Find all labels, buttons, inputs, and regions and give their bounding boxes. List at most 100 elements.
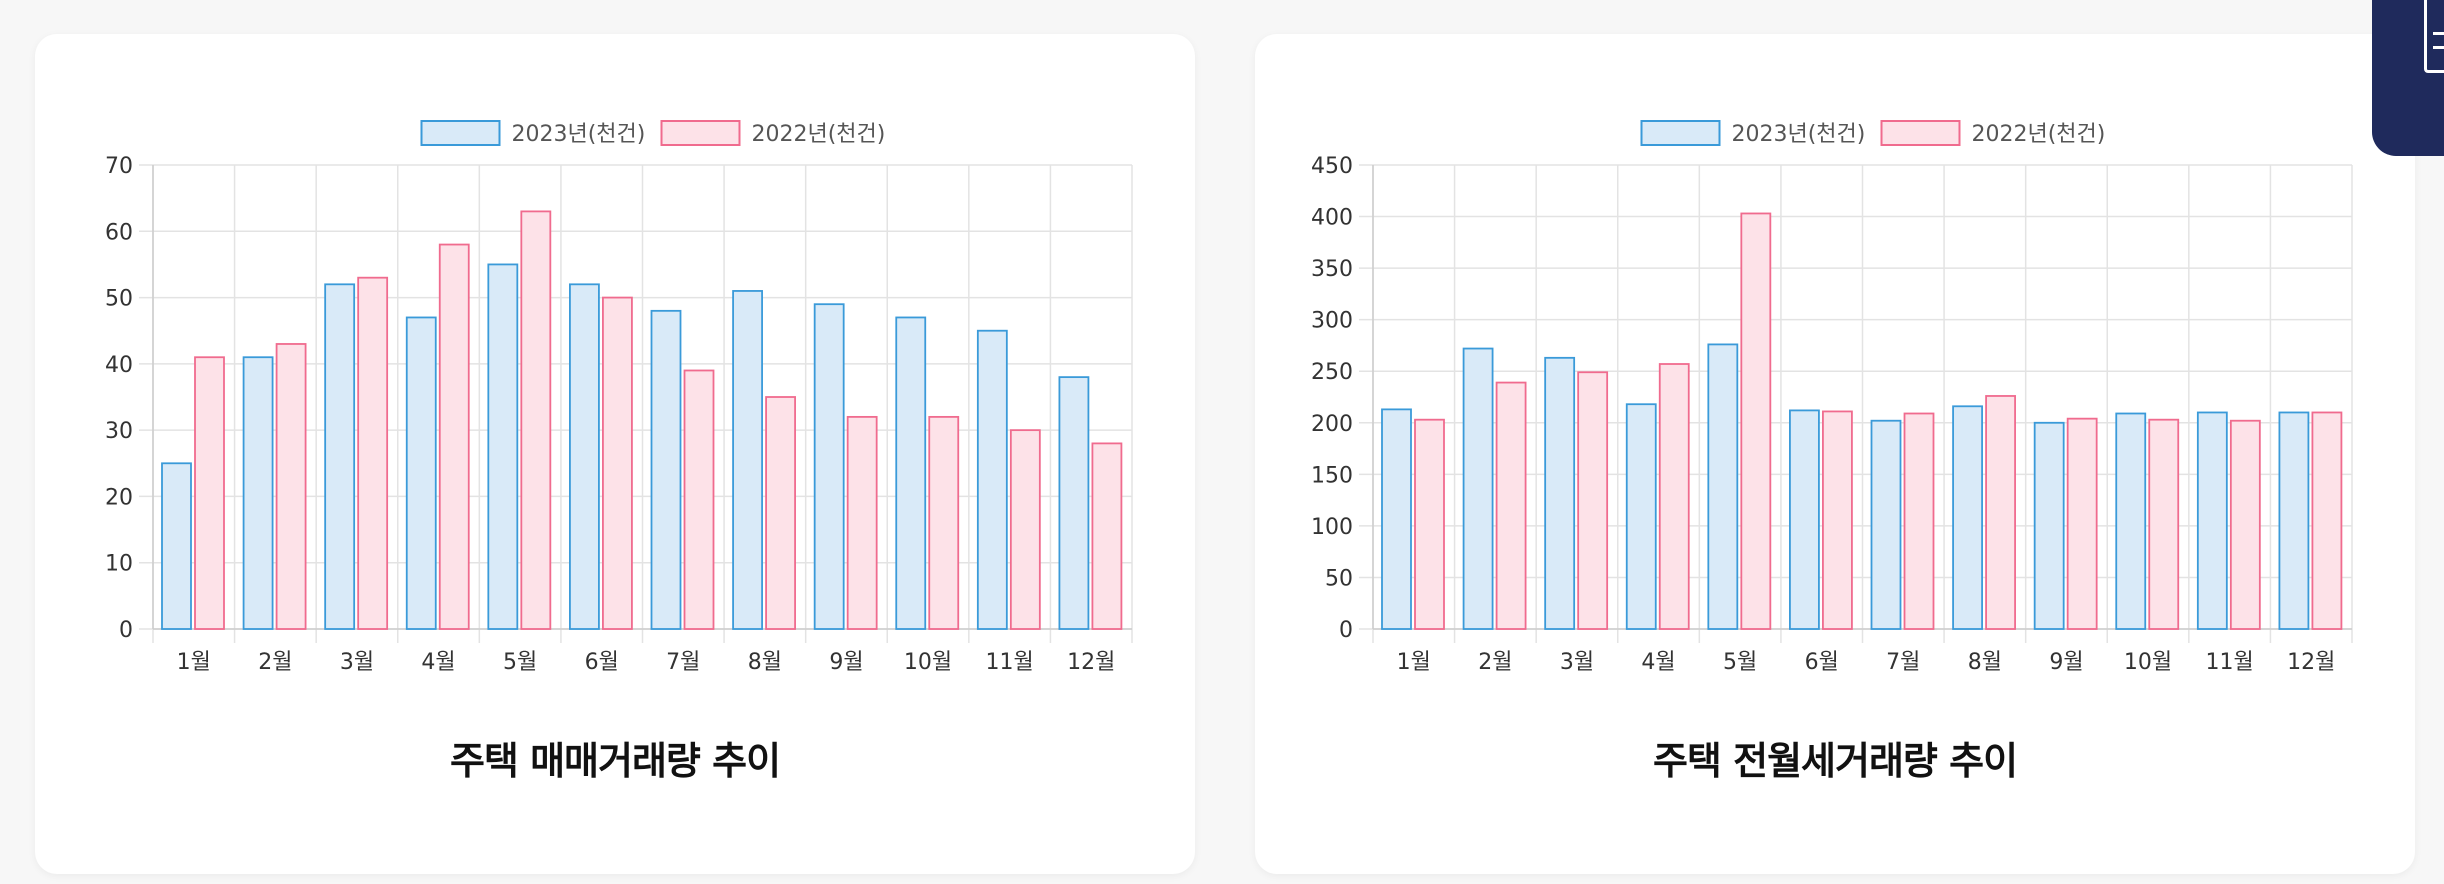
bar-2022년(천건)-10월[interactable] <box>2148 418 2180 630</box>
sales-chart-card: 2023년(천건) 2022년(천건) 0 10 20 30 40 50 60 70 1월 2월 3월 4… <box>35 34 1195 874</box>
x-tick-label: 2월 <box>258 650 292 675</box>
y-tick-label: 50 <box>105 287 133 312</box>
bar-2023년(천건)-12월[interactable] <box>1058 376 1090 630</box>
bar-2023년(천건)-10월[interactable] <box>895 316 927 630</box>
bar-2023년(천건)-7월[interactable] <box>1870 419 1902 630</box>
legend-swatch-1 <box>1880 120 1961 146</box>
bar-2023년(천건)-1월[interactable] <box>1381 408 1412 630</box>
bar-2023년(천건)-8월[interactable] <box>1952 405 1983 630</box>
bar-2022년(천건)-8월[interactable] <box>765 396 796 630</box>
bar-2023년(천건)-1월[interactable] <box>161 462 192 630</box>
bar-2022년(천건)-9월[interactable] <box>846 415 878 630</box>
bar-2022년(천건)-1월[interactable] <box>1414 418 1445 630</box>
bar-2022년(천건)-4월[interactable] <box>1658 363 1690 630</box>
bar-2022년(천건)-7월[interactable] <box>1903 412 1935 630</box>
x-tick-label: 1월 <box>177 650 211 675</box>
legend-label-1[interactable]: 2022년(천건) <box>752 122 886 147</box>
x-tick-label: 12월 <box>2287 650 2335 675</box>
y-tick-label: 250 <box>1311 360 1353 385</box>
bar-2022년(천건)-12월[interactable] <box>2311 411 2343 630</box>
y-tick-label: 300 <box>1311 309 1353 334</box>
x-tick-label: 9월 <box>2049 650 2083 675</box>
bar-2022년(천건)-4월[interactable] <box>438 243 470 630</box>
x-tick-label: 8월 <box>1968 650 2002 675</box>
bar-2023년(천건)-7월[interactable] <box>650 309 682 630</box>
x-tick-label: 6월 <box>585 650 619 675</box>
bar-2022년(천건)-8월[interactable] <box>1985 395 2016 630</box>
chart-title: 주택 전월세거래량 추이 <box>1652 739 2018 783</box>
bar-2023년(천건)-2월[interactable] <box>1462 347 1494 630</box>
bar-2022년(천건)-5월[interactable] <box>1740 212 1772 630</box>
bar-2023년(천건)-4월[interactable] <box>405 316 437 630</box>
sales-volume-chart: 2023년(천건) 2022년(천건) 0 10 20 30 40 50 60 70 1월 2월 3월 4… <box>105 120 1133 675</box>
legend-label-1[interactable]: 2022년(천건) <box>1972 122 2106 147</box>
x-tick-label: 12월 <box>1067 650 1115 675</box>
x-tick-label: 5월 <box>1723 650 1757 675</box>
bar-2022년(천건)-11월[interactable] <box>1009 429 1041 630</box>
bar-2022년(천건)-1월[interactable] <box>194 356 225 630</box>
bar-2023년(천건)-2월[interactable] <box>242 356 274 630</box>
bar-2023년(천건)-5월[interactable] <box>1707 343 1739 630</box>
bar-2022년(천건)-5월[interactable] <box>520 210 552 630</box>
y-tick-label: 10 <box>105 552 133 577</box>
x-tick-label: 2월 <box>1478 650 1512 675</box>
legend-swatch-0 <box>420 120 501 146</box>
y-tick-label: 400 <box>1311 206 1353 231</box>
y-tick-label: 30 <box>105 419 133 444</box>
bar-2023년(천건)-4월[interactable] <box>1625 403 1657 630</box>
x-tick-label: 5월 <box>503 650 537 675</box>
y-tick-label: 100 <box>1311 515 1353 540</box>
bar-2023년(천건)-11월[interactable] <box>2196 411 2228 630</box>
bar-2023년(천건)-6월[interactable] <box>569 283 600 630</box>
y-tick-label: 40 <box>105 353 133 378</box>
bar-2022년(천건)-12월[interactable] <box>1091 442 1123 630</box>
x-tick-label: 8월 <box>748 650 782 675</box>
x-tick-label: 7월 <box>1886 650 1920 675</box>
legend-swatch-1 <box>660 120 741 146</box>
x-tick-label: 11월 <box>986 650 1034 675</box>
bar-2023년(천건)-6월[interactable] <box>1789 409 1820 630</box>
x-tick-label: 10월 <box>904 650 952 675</box>
y-tick-label: 200 <box>1311 412 1353 437</box>
x-tick-label: 10월 <box>2124 650 2172 675</box>
legend-swatch-0 <box>1640 120 1721 146</box>
bar-2023년(천건)-3월[interactable] <box>1544 356 1576 630</box>
bar-2023년(천건)-12월[interactable] <box>2278 411 2310 630</box>
bar-2022년(천건)-6월[interactable] <box>602 296 633 630</box>
y-tick-label: 70 <box>105 154 133 179</box>
y-tick-label: 350 <box>1311 257 1353 282</box>
bar-2023년(천건)-11월[interactable] <box>976 329 1008 630</box>
bar-2023년(천건)-9월[interactable] <box>813 303 845 630</box>
bar-2022년(천건)-10월[interactable] <box>928 415 960 630</box>
bar-2022년(천건)-9월[interactable] <box>2066 417 2098 630</box>
bar-2023년(천건)-5월[interactable] <box>487 263 519 630</box>
legend-label-0[interactable]: 2023년(천건) <box>512 122 646 147</box>
y-tick-label: 20 <box>105 485 133 510</box>
bar-2022년(천건)-11월[interactable] <box>2229 419 2261 630</box>
x-tick-label: 9월 <box>829 650 863 675</box>
bar-2023년(천건)-10월[interactable] <box>2115 412 2147 630</box>
bar-2022년(천건)-6월[interactable] <box>1822 410 1853 630</box>
y-tick-label: 450 <box>1311 154 1353 179</box>
bar-2022년(천건)-7월[interactable] <box>683 369 715 630</box>
y-tick-label: 150 <box>1311 463 1353 488</box>
x-tick-label: 3월 <box>1560 650 1594 675</box>
bar-2023년(천건)-8월[interactable] <box>732 290 763 630</box>
bar-2022년(천건)-2월[interactable] <box>275 343 307 630</box>
bar-2022년(천건)-2월[interactable] <box>1495 381 1527 630</box>
bar-2023년(천건)-9월[interactable] <box>2033 421 2065 630</box>
x-tick-label: 3월 <box>340 650 374 675</box>
x-tick-label: 4월 <box>1641 650 1675 675</box>
y-tick-label: 0 <box>119 618 133 643</box>
document-icon <box>2424 0 2444 73</box>
bar-2023년(천건)-3월[interactable] <box>324 283 356 630</box>
x-tick-label: 7월 <box>666 650 700 675</box>
legend-label-0[interactable]: 2023년(천건) <box>1732 122 1866 147</box>
bar-2022년(천건)-3월[interactable] <box>1577 371 1609 630</box>
x-tick-label: 11월 <box>2206 650 2254 675</box>
bar-2022년(천건)-3월[interactable] <box>357 276 389 630</box>
y-tick-label: 50 <box>1325 566 1353 591</box>
side-menu-tab[interactable] <box>2372 0 2444 156</box>
x-tick-label: 1월 <box>1397 650 1431 675</box>
y-tick-label: 60 <box>105 220 133 245</box>
